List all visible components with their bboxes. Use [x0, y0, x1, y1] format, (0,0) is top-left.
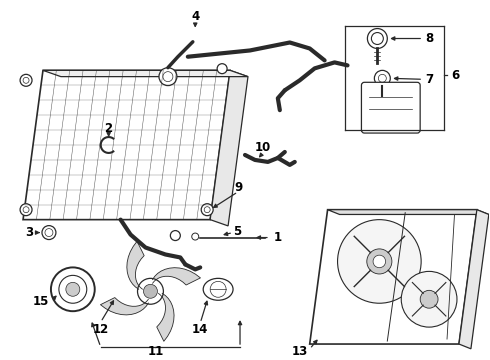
- Text: 8: 8: [425, 32, 433, 45]
- Circle shape: [159, 68, 177, 86]
- Circle shape: [367, 249, 392, 274]
- Polygon shape: [210, 70, 248, 226]
- Text: 9: 9: [234, 181, 242, 194]
- Text: 7: 7: [425, 73, 433, 86]
- Polygon shape: [127, 241, 144, 289]
- Text: 11: 11: [147, 345, 164, 357]
- Text: 13: 13: [292, 345, 308, 357]
- Polygon shape: [310, 210, 477, 344]
- Text: 4: 4: [191, 10, 199, 23]
- Circle shape: [42, 226, 56, 239]
- Circle shape: [192, 233, 199, 240]
- Text: 14: 14: [192, 323, 208, 336]
- Circle shape: [338, 220, 421, 303]
- Text: 2: 2: [104, 122, 113, 135]
- Circle shape: [401, 271, 457, 327]
- Circle shape: [368, 28, 387, 49]
- Text: 5: 5: [233, 225, 241, 238]
- Text: 15: 15: [32, 295, 49, 308]
- Circle shape: [374, 70, 391, 86]
- Polygon shape: [43, 70, 248, 77]
- Circle shape: [373, 255, 386, 268]
- Polygon shape: [459, 210, 489, 349]
- Circle shape: [51, 267, 95, 311]
- FancyBboxPatch shape: [362, 82, 420, 133]
- Circle shape: [20, 74, 32, 86]
- Circle shape: [217, 64, 227, 74]
- Circle shape: [201, 204, 213, 216]
- Polygon shape: [23, 70, 230, 220]
- Circle shape: [66, 282, 80, 296]
- Text: 3: 3: [25, 226, 33, 239]
- Circle shape: [171, 231, 180, 240]
- Polygon shape: [328, 210, 489, 215]
- Circle shape: [144, 284, 157, 298]
- Polygon shape: [100, 298, 148, 315]
- Text: 10: 10: [255, 141, 271, 154]
- Text: 12: 12: [93, 323, 109, 336]
- Polygon shape: [157, 293, 174, 341]
- Text: 6: 6: [451, 69, 459, 82]
- Circle shape: [138, 278, 163, 304]
- Polygon shape: [152, 268, 200, 285]
- Ellipse shape: [203, 278, 233, 300]
- Circle shape: [420, 290, 438, 308]
- Text: 1: 1: [274, 231, 282, 244]
- Circle shape: [20, 204, 32, 216]
